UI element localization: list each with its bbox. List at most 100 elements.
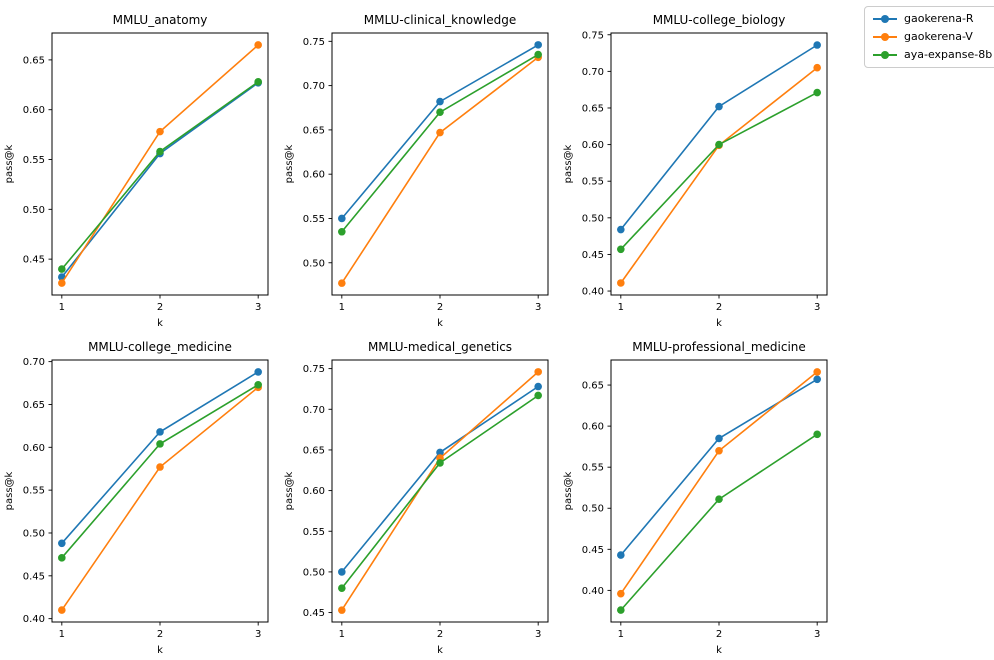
y-tick-label: 0.60 <box>23 105 45 116</box>
data-point-aya-expanse-8b <box>534 50 542 59</box>
data-point-aya-expanse-8b <box>156 147 164 156</box>
data-point-aya-expanse-8b <box>617 606 625 614</box>
subplot-MMLU-college_medicine: MMLU-college_medicine 0.40 0.45 0.50 0.55 0.6… <box>4 340 269 656</box>
y-tick-label: 0.65 <box>23 400 45 411</box>
x-axis-label: k <box>157 318 163 329</box>
y-tick-label: 0.45 <box>23 255 45 266</box>
y-tick-label: 0.55 <box>303 527 325 538</box>
y-tick-label: 0.60 <box>303 486 325 497</box>
x-axis-label: k <box>716 645 722 656</box>
data-point-aya-expanse-8b <box>254 78 262 86</box>
series-line-aya-expanse-8b <box>620 433 818 611</box>
data-point-aya-expanse-8b <box>813 430 821 439</box>
data-point-gaokerena-R <box>715 102 723 111</box>
y-tick-label: 0.50 <box>303 567 325 578</box>
data-point-gaokerena-V <box>715 446 723 455</box>
subplot-MMLU_anatomy: MMLU_anatomy 0.45 0.50 0.55 0.60 0.65 1 2 3 k pass… <box>4 13 269 329</box>
x-tick-label: 2 <box>437 629 443 640</box>
y-tick-label: 0.50 <box>23 528 45 539</box>
plot-area <box>51 32 269 296</box>
x-tick-label: 3 <box>814 629 820 640</box>
y-tick-label: 0.65 <box>303 445 325 456</box>
series-line-gaokerena-R <box>620 378 818 556</box>
y-tick-label: 0.50 <box>582 213 604 224</box>
data-point-aya-expanse-8b <box>58 265 66 273</box>
subplot-MMLU-clinical_knowledge: MMLU-clinical_knowledge 0.50 0.55 0.60 0.65 0… <box>284 13 549 329</box>
data-point-gaokerena-V <box>617 589 625 598</box>
series-line-gaokerena-R <box>620 44 818 230</box>
subplot-title: MMLU-college_biology <box>653 13 786 27</box>
subplot-title: MMLU-clinical_knowledge <box>364 13 516 27</box>
y-tick-label: 0.45 <box>23 571 45 582</box>
series-line-aya-expanse-8b <box>341 53 539 233</box>
data-point-gaokerena-R <box>534 382 542 391</box>
data-point-gaokerena-R <box>617 551 625 559</box>
data-point-aya-expanse-8b <box>338 227 346 236</box>
data-point-gaokerena-R <box>534 41 542 49</box>
y-axis-label: pass@k <box>4 471 15 510</box>
y-tick-label: 0.75 <box>582 30 604 41</box>
y-tick-label: 0.55 <box>303 214 325 225</box>
y-tick-label: 0.40 <box>582 586 604 597</box>
data-point-gaokerena-V <box>58 606 66 614</box>
subplot-title: MMLU-college_medicine <box>88 340 232 354</box>
y-tick-label: 0.60 <box>582 422 604 433</box>
y-tick-label: 0.50 <box>303 258 325 269</box>
data-point-gaokerena-R <box>813 41 821 49</box>
x-tick-label: 1 <box>618 302 624 313</box>
x-tick-label: 2 <box>157 629 163 640</box>
y-axis-label: pass@k <box>563 471 574 510</box>
data-point-gaokerena-V <box>58 279 66 287</box>
series-line-gaokerena-V <box>341 56 539 284</box>
x-tick-label: 3 <box>255 629 261 640</box>
x-tick-label: 2 <box>716 302 722 313</box>
subplot-MMLU-college_biology: MMLU-college_biology 0.40 0.45 0.50 0.55 0.60… <box>563 13 828 329</box>
data-point-gaokerena-V <box>813 63 821 72</box>
x-tick-label: 1 <box>339 629 345 640</box>
data-point-aya-expanse-8b <box>813 88 821 97</box>
subplot-title: MMLU-professional_medicine <box>632 340 806 354</box>
line-dot-marker-icon <box>873 33 897 41</box>
legend-label: gaokerena-V <box>904 30 973 43</box>
y-axis-label: pass@k <box>284 471 295 510</box>
y-tick-label: 0.60 <box>582 140 604 151</box>
y-tick-label: 0.75 <box>303 37 325 48</box>
x-tick-label: 3 <box>255 302 261 313</box>
legend-item-gaokerena-R: gaokerena-R <box>873 12 992 26</box>
data-point-aya-expanse-8b <box>617 245 625 254</box>
x-axis-label: k <box>437 318 443 329</box>
legend-label: aya-expanse-8b <box>904 48 993 61</box>
data-point-gaokerena-V <box>436 128 444 137</box>
data-point-gaokerena-V <box>338 279 346 287</box>
data-point-aya-expanse-8b <box>436 108 444 116</box>
data-point-gaokerena-R <box>617 225 625 234</box>
y-tick-label: 0.45 <box>582 545 604 556</box>
data-point-gaokerena-R <box>58 539 66 548</box>
series-line-gaokerena-V <box>61 44 259 284</box>
data-point-aya-expanse-8b <box>534 391 542 400</box>
data-point-gaokerena-V <box>156 127 164 136</box>
data-point-gaokerena-R <box>813 375 821 384</box>
data-point-gaokerena-V <box>254 41 262 49</box>
data-point-aya-expanse-8b <box>254 380 262 389</box>
line-dot-marker-icon <box>873 15 897 23</box>
data-point-gaokerena-R <box>254 368 262 376</box>
y-tick-label: 0.65 <box>582 103 604 114</box>
y-tick-label: 0.60 <box>303 170 325 181</box>
x-tick-label: 3 <box>535 629 541 640</box>
y-tick-label: 0.75 <box>303 364 325 375</box>
x-tick-label: 2 <box>157 302 163 313</box>
y-tick-label: 0.55 <box>23 486 45 497</box>
data-point-gaokerena-V <box>338 606 346 614</box>
y-axis-label: pass@k <box>563 144 574 183</box>
series-line-gaokerena-V <box>620 67 818 284</box>
data-point-aya-expanse-8b <box>436 459 444 467</box>
data-point-gaokerena-R <box>715 434 723 443</box>
plot-area <box>610 359 828 623</box>
y-tick-label: 0.45 <box>582 250 604 261</box>
series-line-aya-expanse-8b <box>620 91 818 250</box>
data-point-aya-expanse-8b <box>715 495 723 504</box>
series-line-gaokerena-R <box>341 385 539 573</box>
data-point-gaokerena-R <box>436 448 444 457</box>
series-line-gaokerena-R <box>61 371 259 544</box>
